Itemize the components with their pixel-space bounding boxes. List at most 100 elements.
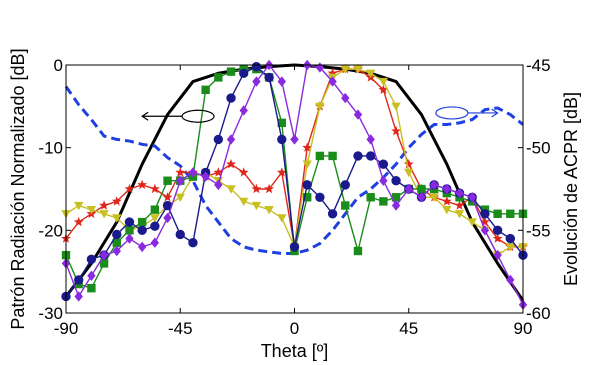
data-point [315,192,325,202]
data-point [238,167,249,177]
annotation-ellipse [181,109,215,123]
data-point [201,85,210,94]
data-point [188,167,198,178]
data-point [124,217,135,227]
data-point [74,291,83,302]
ticks-layer: -90 -45 0 45 90 -30 -20 -10 0 -60 -55 -50 -45 [38,56,550,338]
data-point [150,205,160,214]
data-point [264,205,274,215]
data-point [379,197,388,206]
annotation-ellipse [435,106,469,120]
data-point [201,171,210,182]
data-point [365,151,376,161]
data-point [429,193,439,202]
data-point [252,76,261,87]
data-point [87,270,96,281]
data-point [137,217,147,227]
data-point [315,102,325,112]
data-point [455,187,464,199]
x-tick-label: 90 [514,319,533,338]
data-point [403,159,414,169]
y-axis-label-right: Evolución de ACPR [dB] [561,92,581,286]
data-point [391,200,401,211]
data-point [251,61,262,72]
data-point [239,68,249,78]
y-tick-label-right: -45 [526,56,551,75]
y-tick-label-left: -30 [38,304,63,323]
data-point [277,214,287,223]
data-point [379,175,388,186]
data-point [111,196,122,206]
data-point [492,225,503,236]
data-point [327,209,338,219]
data-point [99,200,110,210]
data-point [366,134,375,145]
data-point [277,118,287,128]
y-tick-label-left: 0 [54,56,63,75]
y-axis-label-left: Patrón Radiación Normalizado [dB] [8,48,28,329]
data-point [302,160,312,169]
data-point [277,134,287,145]
annotation-arrowhead [141,111,149,121]
data-point [468,192,477,203]
data-point [176,175,185,186]
data-point [226,67,236,76]
data-point [467,218,477,227]
data-point [378,159,389,169]
data-point [493,249,502,261]
data-point [506,209,515,218]
series-line [64,63,525,302]
data-point [188,238,198,248]
data-point [327,68,338,78]
data-point [454,200,465,210]
data-point [378,84,389,95]
data-point [391,125,401,136]
data-point [99,210,109,219]
data-point [175,229,185,240]
data-point [454,210,465,219]
y-tick-label-right: -50 [526,139,551,158]
annotation-arrow [141,109,215,123]
data-point [315,151,325,161]
series-layer [61,59,528,310]
data-point [328,151,337,161]
data-point [124,183,135,194]
data-point [214,179,223,191]
data-point [226,134,236,145]
data-point [112,245,121,257]
data-point [125,226,134,235]
data-point [99,259,109,268]
data-point [391,193,401,202]
data-point [429,179,439,191]
data-point [366,193,375,202]
data-point [264,183,275,194]
plot-frame [65,64,524,314]
annotation-arrow [435,106,499,120]
data-point [239,105,248,116]
data-point [163,176,172,185]
data-point [417,184,426,194]
x-tick-label: 45 [399,319,418,338]
data-point [442,205,452,215]
data-point [175,167,186,177]
data-point [226,93,236,103]
annotation-layer [141,106,499,123]
data-point [213,134,224,145]
data-point [302,193,312,202]
data-point [442,183,452,195]
data-point [341,92,350,104]
data-point [99,249,109,261]
data-point [391,176,401,186]
series-4 [61,64,528,293]
data-point [328,76,337,87]
data-point [479,216,490,227]
x-axis-label: Theta [º] [261,341,329,361]
data-point [112,238,121,247]
data-point [340,180,350,190]
x-tick-label: -90 [54,319,79,338]
data-point [137,179,148,190]
data-point [162,192,173,202]
data-point [150,237,160,248]
data-point [73,275,84,285]
